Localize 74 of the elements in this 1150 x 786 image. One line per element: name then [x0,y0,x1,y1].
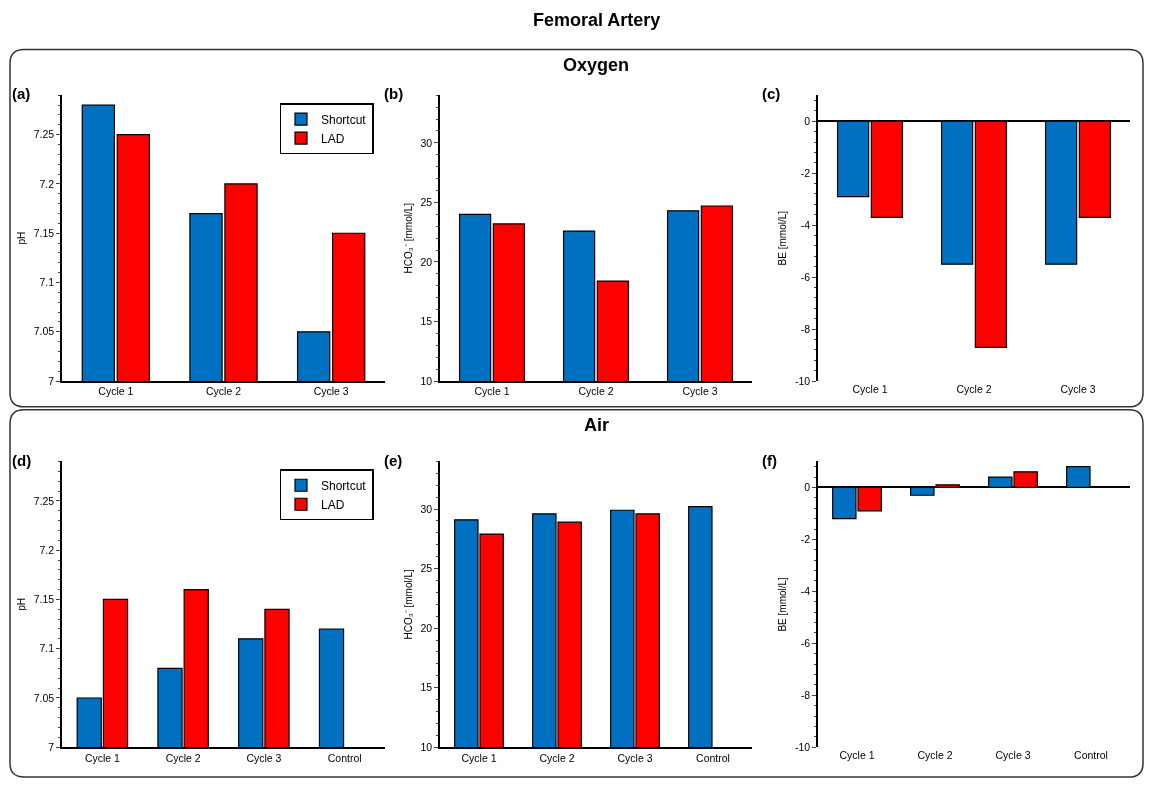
x-tick-label: Cycle 2 [917,748,953,761]
y-tick-label: -4 [800,585,811,598]
y-tick-label: 7 [48,740,55,753]
y-axis-title: pH [16,231,28,245]
y-tick-label: 7.1 [39,276,55,289]
y-tick-label: 7.25 [33,494,55,507]
x-tick-label: Cycle 3 [1060,382,1096,395]
x-tick-label: Cycle 3 [313,385,349,398]
x-tick-label: Cycle 3 [617,751,653,764]
annotation: (b) [384,85,404,102]
y-axis-title: BE [mmol/L] [777,576,789,632]
y-tick-label: -10 [794,740,811,753]
x-tick-label: Cycle 2 [205,385,242,398]
y-axis-title: HCO₃⁻ [mmol/L] [402,202,414,274]
x-tick-label: Cycle 2 [956,382,992,395]
y-tick-label: 7.15 [33,226,55,239]
chart-title: Femoral Artery [533,10,661,30]
y-tick-label: -4 [800,218,811,231]
y-tick-label: 20 [420,255,433,268]
x-tick-label: Cycle 2 [539,751,575,764]
chart-subtitle: Oxygen [563,55,630,75]
text: (a) [12,85,31,102]
text: (f) [762,452,777,469]
y-tick-label: -8 [800,322,811,335]
legend-label: Shortcut [321,112,367,127]
y-tick-label: -8 [800,688,811,701]
x-tick-label: Cycle 1 [474,385,510,398]
x-tick-label: Cycle 1 [839,748,875,761]
x-tick-label: Control [1074,748,1108,761]
x-tick-label: Cycle 3 [246,751,282,764]
legend-label: LAD [321,131,345,146]
y-tick-label: 10 [420,740,433,753]
y-axis-title: BE [mmol/L] [777,210,789,266]
y-tick-label: 30 [420,136,433,149]
y-tick-label: -6 [800,637,811,649]
text: (c) [762,85,781,102]
y-tick-label: 7.05 [33,325,55,338]
x-tick-label: Control [696,751,730,764]
y-tick-label: 25 [420,196,433,209]
y-tick-label: 7.2 [39,177,55,190]
y-tick-label: 15 [420,681,433,694]
y-tick-label: -6 [800,270,811,283]
legend-label: Shortcut [321,478,367,493]
y-tick-label: 7.2 [39,543,55,556]
y-tick-label: 7.15 [33,593,55,606]
x-tick-label: Cycle 1 [852,382,888,395]
x-tick-label: Cycle 2 [578,385,614,398]
y-tick-label: 30 [420,502,433,515]
x-tick-label: Control [327,751,362,764]
y-tick-label: 0 [804,481,811,494]
y-tick-label: 7.05 [33,691,55,704]
x-tick-label: Cycle 1 [98,385,134,398]
y-tick-label: 7.1 [39,642,55,655]
x-tick-label: Cycle 2 [165,751,201,764]
y-tick-label: -10 [794,374,811,387]
x-tick-label: Cycle 3 [995,748,1031,761]
y-axis-title: pH [16,597,28,611]
y-tick-label: 7.25 [33,128,55,141]
legend-label: LAD [321,497,345,512]
y-tick-label: 0 [804,114,811,127]
y-tick-label: 25 [420,562,433,575]
y-tick-label: 15 [420,315,433,328]
chart-subtitle: Air [584,415,610,435]
x-tick-label: Cycle 1 [84,751,121,764]
text: (d) [12,452,32,469]
y-axis-title: HCO₃⁻ [mmol/L] [402,568,414,640]
y-tick-label: 7 [48,374,55,387]
x-tick-label: Cycle 3 [682,385,718,398]
y-tick-label: -2 [800,166,811,179]
x-tick-label: Cycle 1 [461,751,497,764]
annotation: (e) [384,452,403,469]
y-tick-label: -2 [800,533,811,546]
y-tick-label: 10 [420,374,433,387]
y-tick-label: 20 [420,621,433,634]
